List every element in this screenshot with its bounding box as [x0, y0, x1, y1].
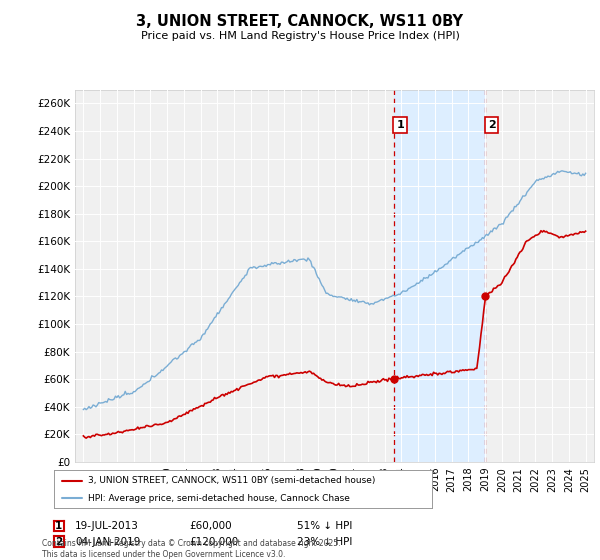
Text: 2: 2	[55, 536, 62, 547]
Text: Contains HM Land Registry data © Crown copyright and database right 2025.
This d: Contains HM Land Registry data © Crown c…	[42, 539, 341, 559]
Text: 2: 2	[488, 120, 496, 130]
Bar	[394, 90, 485, 462]
Text: 51% ↓ HPI: 51% ↓ HPI	[297, 521, 352, 531]
Text: 1: 1	[55, 521, 62, 531]
Text: 19-JUL-2013: 19-JUL-2013	[75, 521, 139, 531]
Text: 3, UNION STREET, CANNOCK, WS11 0BY: 3, UNION STREET, CANNOCK, WS11 0BY	[137, 14, 464, 29]
Text: HPI: Average price, semi-detached house, Cannock Chase: HPI: Average price, semi-detached house,…	[88, 494, 350, 503]
Text: Price paid vs. HM Land Registry's House Price Index (HPI): Price paid vs. HM Land Registry's House …	[140, 31, 460, 41]
Text: 1: 1	[396, 120, 404, 130]
Text: £120,000: £120,000	[189, 536, 238, 547]
Text: 04-JAN-2019: 04-JAN-2019	[75, 536, 140, 547]
Text: 3, UNION STREET, CANNOCK, WS11 0BY (semi-detached house): 3, UNION STREET, CANNOCK, WS11 0BY (semi…	[88, 476, 376, 485]
Text: 23% ↓ HPI: 23% ↓ HPI	[297, 536, 352, 547]
Text: £60,000: £60,000	[189, 521, 232, 531]
